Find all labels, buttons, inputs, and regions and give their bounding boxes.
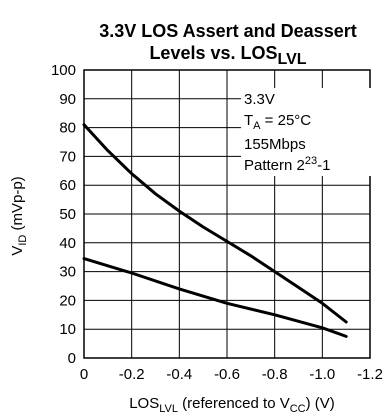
tick-labels: 0 10 20 30 40 50 60 70 80 90 100 0 -0.2 -0.4 -0.6 -0.8 -…: [51, 62, 383, 383]
y-tick-label: 30: [59, 264, 76, 281]
annotation-temperature: TA = 25°C: [244, 112, 311, 132]
y-tick-label: 90: [59, 91, 76, 108]
annotation-background: [241, 88, 371, 176]
annotation-voltage: 3.3V: [244, 91, 275, 108]
annotation: 3.3V TA = 25°C 155Mbps Pattern 223-1: [244, 91, 330, 174]
y-tick-label: 50: [59, 206, 76, 223]
y-tick-label: 70: [59, 148, 76, 165]
annotation-data-rate: 155Mbps: [244, 136, 306, 153]
x-tick-label: -0.8: [262, 366, 288, 383]
series-line-upper: [82, 123, 348, 324]
chart-title-line1: 3.3V LOS Assert and Deassert: [99, 21, 356, 41]
y-axis-label: VID (mVp-p): [9, 176, 29, 255]
y-tick-label: 80: [59, 120, 76, 137]
x-tick-label: -1.0: [309, 366, 335, 383]
plot-frame: [83, 69, 371, 359]
x-tick-label: -0.6: [214, 366, 240, 383]
series-group: [82, 123, 348, 338]
y-tick-label: 10: [59, 321, 76, 338]
x-tick-label: -1.2: [357, 366, 383, 383]
x-tick-label: -0.2: [119, 366, 145, 383]
grid: [83, 69, 371, 359]
y-tick-label: 40: [59, 235, 76, 252]
x-tick-label: -0.4: [166, 366, 192, 383]
y-tick-label: 100: [51, 62, 76, 79]
y-tick-label: 0: [68, 350, 76, 367]
series-line-lower: [82, 257, 348, 338]
x-tick-label: 0: [80, 366, 88, 383]
chart-title-line2: Levels vs. LOSLVL: [149, 43, 306, 68]
y-tick-label: 60: [59, 177, 76, 194]
y-tick-label: 20: [59, 292, 76, 309]
x-axis-label: LOSLVL (referenced to VCC) (V): [129, 395, 335, 415]
annotation-pattern: Pattern 223-1: [244, 155, 330, 174]
